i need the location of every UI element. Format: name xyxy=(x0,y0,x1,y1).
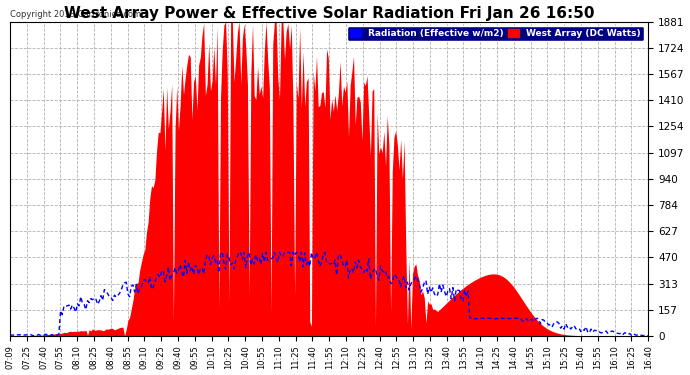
Legend: Radiation (Effective w/m2), West Array (DC Watts): Radiation (Effective w/m2), West Array (… xyxy=(348,26,644,40)
Title: West Array Power & Effective Solar Radiation Fri Jan 26 16:50: West Array Power & Effective Solar Radia… xyxy=(64,6,594,21)
Text: Copyright 2018 Cartronics.com: Copyright 2018 Cartronics.com xyxy=(10,10,141,19)
